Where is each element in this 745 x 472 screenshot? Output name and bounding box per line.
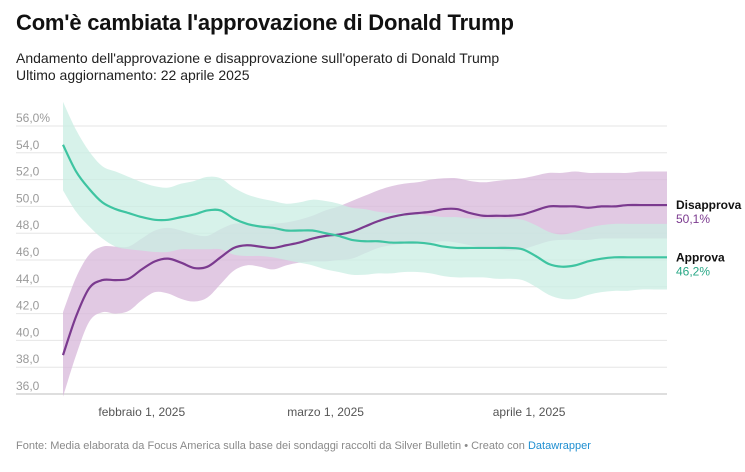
confidence-bands <box>63 101 667 397</box>
y-tick-label: 44,0 <box>16 272 40 286</box>
last-updated: Ultimo aggiornamento: 22 aprile 2025 <box>16 67 250 83</box>
footer: Fonte: Media elaborata da Focus America … <box>16 440 591 452</box>
chart-area: 36,0 38,0 40,0 42,0 44,0 46,0 48,0 50,0 52,0 54,0… <box>16 101 742 419</box>
y-tick-label: 48,0 <box>16 218 40 232</box>
y-tick-label: 46,0 <box>16 245 40 259</box>
y-tick-label: 56,0% <box>16 111 50 125</box>
y-tick-label: 42,0 <box>16 299 40 313</box>
y-tick-label: 50,0 <box>16 191 40 205</box>
series-end-value: 46,2% <box>676 264 710 278</box>
x-tick-label: marzo 1, 2025 <box>287 405 364 419</box>
series-lines <box>61 144 667 356</box>
chart-title: Com'è cambiata l'approvazione di Donald … <box>16 10 514 35</box>
confidence-band-approve <box>63 101 667 300</box>
y-tick-label: 54,0 <box>16 138 40 152</box>
x-axis: febbraio 1, 2025 marzo 1, 2025 aprile 1, 2… <box>98 405 565 419</box>
series-name-label: Approva <box>676 250 725 264</box>
y-tick-label: 38,0 <box>16 352 40 366</box>
x-tick-label: febbraio 1, 2025 <box>98 405 185 419</box>
subtitle-description: Andamento dell'approvazione e disapprova… <box>16 50 500 66</box>
series-name-label: Disapprova <box>676 198 742 212</box>
x-tick-label: aprile 1, 2025 <box>493 405 566 419</box>
datawrapper-link[interactable]: Datawrapper <box>527 440 591 452</box>
source-note: Fonte: Media elaborata da Focus America … <box>16 440 528 452</box>
series-line-approve <box>62 144 667 268</box>
series-end-value: 50,1% <box>676 212 710 226</box>
y-tick-label: 36,0 <box>16 379 40 393</box>
y-axis: 36,0 38,0 40,0 42,0 44,0 46,0 48,0 50,0 52,0 54,0… <box>16 111 50 393</box>
series-line-disapprove <box>61 203 667 356</box>
chart-subtitle: Andamento dell'approvazione e disapprova… <box>16 50 499 84</box>
y-tick-label: 52,0 <box>16 165 40 179</box>
y-tick-label: 40,0 <box>16 325 40 339</box>
